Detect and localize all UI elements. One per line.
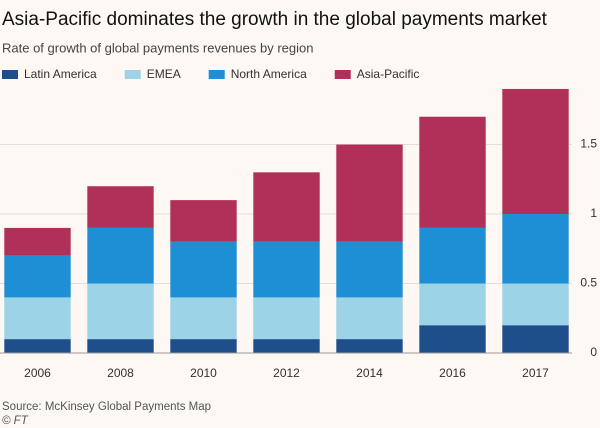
bar-segment [502,88,569,215]
y-tick-label: 1.5 [580,137,597,151]
bar-segment [253,339,320,353]
bar-segment [170,339,237,353]
bar-segment [336,241,403,298]
bar-segment [419,227,486,284]
bar-segment [4,227,71,256]
bar-segment [419,116,486,228]
bar-segment [170,297,237,340]
bar-segment [502,214,569,284]
y-tick-label: 1 [590,206,597,220]
bar-segment [253,297,320,340]
legend-swatch [124,70,141,79]
bar-segment [502,283,569,326]
legend-swatch [208,70,225,79]
bar-segment [87,339,154,353]
x-tick-label: 2006 [24,366,51,380]
legend-swatch [334,70,351,79]
bar-segment [336,339,403,353]
credit: © FT [2,415,29,427]
bar-segment [170,200,237,242]
legend-label: North America [231,67,307,81]
x-tick-label: 2012 [273,366,300,380]
bar-segment [253,172,320,242]
x-tick-label: 2016 [439,366,466,380]
bar-segment [336,297,403,340]
legend-label: Asia-Pacific [357,67,420,81]
source: Source: McKinsey Global Payments Map [2,401,211,413]
y-tick-label: 0 [590,345,597,359]
chart-title: Asia-Pacific dominates the growth in the… [2,9,548,30]
bar-segment [87,227,154,284]
legend-label: EMEA [147,67,181,81]
bar-segment [4,255,71,298]
bar-segment [4,339,71,353]
bar-segment [87,283,154,340]
bar-segment [4,297,71,340]
x-tick-label: 2008 [107,366,134,380]
legend-label: Latin America [24,67,97,81]
bar-segment [170,241,237,298]
x-tick-label: 2017 [522,366,549,380]
x-tick-label: 2010 [190,366,217,380]
chart-subtitle: Rate of growth of global payments revenu… [2,40,313,55]
bar-segment [502,325,569,353]
legend-swatch [2,70,18,79]
y-tick-label: 0.5 [580,276,597,290]
bar-segment [253,241,320,298]
bar-segment [336,144,403,242]
x-tick-label: 2014 [356,366,383,380]
bar-segment [419,283,486,326]
bar-segment [419,325,486,353]
bar-segment [87,186,154,228]
